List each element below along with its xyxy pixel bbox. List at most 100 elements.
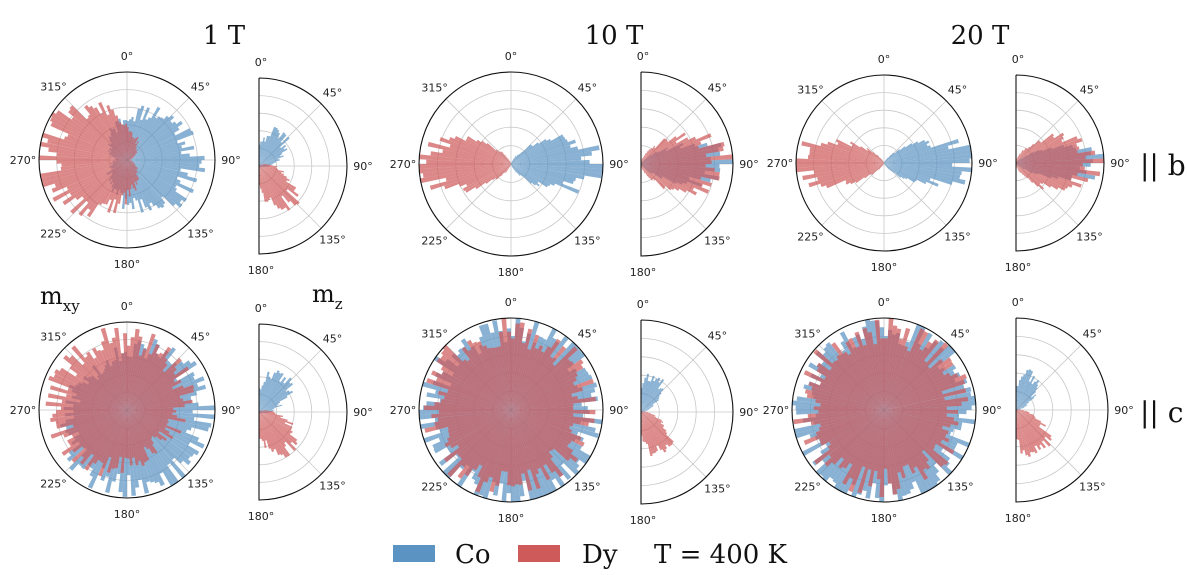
dy-bar [109, 342, 127, 410]
field-label-20t: 20 T [951, 21, 1010, 51]
dy-bar [127, 160, 136, 166]
co-bar [511, 164, 580, 194]
dy-bar [259, 412, 298, 442]
dy-bar [1016, 146, 1080, 163]
dy-bar [84, 104, 127, 160]
dy-bar [67, 410, 127, 444]
dy-bar [884, 410, 959, 426]
dy-bar [884, 373, 967, 410]
dy-bar [485, 164, 511, 184]
dy-bar [127, 362, 168, 410]
co-bar [127, 160, 187, 202]
dy-bar [440, 365, 511, 410]
dy-bar [106, 105, 127, 160]
dy-bar [127, 136, 139, 160]
tick-label: 45° [191, 331, 211, 344]
co-bar [121, 160, 127, 209]
dy-bar [259, 410, 263, 412]
dy-bar [511, 358, 571, 410]
dy-bar [259, 412, 291, 435]
dy-bar [848, 353, 884, 410]
tick-label: 45° [578, 328, 598, 341]
dy-bar [93, 410, 127, 465]
tick-label: 90° [1110, 157, 1130, 170]
dy-bar [127, 348, 147, 410]
dy-bar [641, 164, 712, 187]
dy-bar [1016, 163, 1073, 188]
co-bar [884, 144, 971, 163]
co-bar [641, 373, 650, 412]
dy-bar [127, 160, 136, 183]
dy-bar [435, 377, 511, 410]
dy-bar [511, 410, 585, 447]
co-bar [511, 139, 547, 164]
co-bar [259, 141, 263, 166]
mz-panel-5: 0° 45° 90° 135° 180° [630, 298, 759, 527]
co-bar [1016, 405, 1027, 410]
dy-bar [259, 164, 262, 166]
tick-label: 225° [797, 231, 824, 244]
dy-bar [112, 160, 127, 214]
dy-bar [1016, 163, 1052, 188]
dy-bar [449, 137, 511, 164]
dy-bar [88, 105, 127, 160]
legend-label-dy: Dy [582, 540, 618, 570]
dy-bar [259, 412, 286, 444]
tick-label: 135° [1079, 480, 1106, 493]
dy-bar [641, 411, 645, 412]
dy-bar [127, 160, 133, 161]
dy-bar [259, 166, 284, 210]
dy-bar [511, 410, 589, 427]
co-bar [641, 377, 647, 412]
dy-bar [127, 388, 194, 410]
dy-bar [874, 319, 884, 410]
dy-bar [127, 137, 137, 160]
dy-bar [127, 410, 154, 445]
dy-bar [1016, 163, 1101, 177]
dy-bar [127, 410, 150, 450]
dy-bar [876, 154, 884, 163]
dy-bar [127, 152, 138, 160]
dy-bar [119, 122, 127, 160]
dy-bar [259, 164, 263, 166]
dy-bar [127, 160, 137, 174]
dy-bar [511, 410, 551, 481]
dy-bar [63, 410, 127, 438]
dy-bar [641, 153, 707, 164]
dy-bar [69, 160, 127, 196]
co-bar [127, 115, 170, 160]
dy-bar [50, 410, 127, 439]
tick-label: 45° [578, 82, 598, 95]
dy-bar [1016, 410, 1035, 418]
dy-bar [641, 412, 659, 452]
dy-bar [127, 410, 170, 434]
grid-spoke [883, 162, 947, 226]
co-bar [259, 377, 292, 412]
dy-bar [49, 385, 127, 410]
co-bar [127, 120, 183, 160]
dy-bar [468, 349, 511, 410]
dy-bar [462, 164, 511, 191]
dy-bar [447, 410, 511, 477]
co-bar [127, 153, 190, 160]
dy-bar [511, 345, 567, 410]
tick-label: 180° [871, 512, 898, 525]
dy-bar [127, 160, 138, 169]
dy-bar [511, 359, 584, 410]
co-bar [127, 160, 181, 184]
co-bar [511, 164, 564, 184]
co-bar [259, 148, 285, 166]
dy-bar [501, 318, 511, 410]
dy-bar [1016, 133, 1054, 163]
tick-label: 90° [739, 406, 759, 419]
dy-bar [1016, 163, 1044, 190]
tick-label: 270° [763, 404, 790, 417]
tick-label: 0° [637, 50, 650, 63]
dy-bar [641, 164, 650, 179]
dy-bar [511, 410, 571, 462]
co-bar [259, 382, 294, 412]
dy-bar [811, 386, 884, 410]
co-bar [511, 164, 521, 176]
dy-bar [127, 137, 135, 160]
dy-bar [84, 355, 127, 410]
